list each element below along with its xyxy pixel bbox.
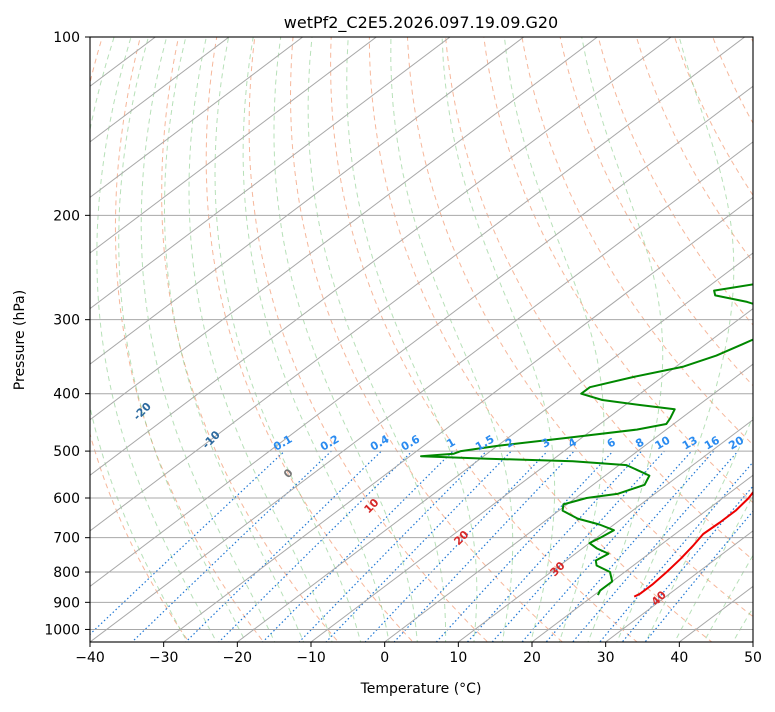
- y-tick-label: 200: [53, 208, 80, 224]
- y-tick-label: 400: [53, 387, 80, 403]
- x-tick-label: −20: [223, 650, 253, 666]
- y-tick-label: 700: [53, 531, 80, 547]
- x-axis-label: Temperature (°C): [360, 681, 482, 697]
- x-tick-label: −30: [149, 650, 179, 666]
- y-tick-label: 600: [53, 491, 80, 507]
- y-tick-label: 100: [53, 30, 80, 46]
- y-tick-label: 500: [53, 444, 80, 460]
- y-axis-label: Pressure (hPa): [12, 290, 28, 390]
- x-tick-label: 20: [523, 650, 541, 666]
- x-tick-label: 50: [744, 650, 762, 666]
- x-tick-label: 30: [597, 650, 615, 666]
- x-tick-label: 0: [380, 650, 389, 666]
- y-tick-label: 300: [53, 313, 80, 329]
- y-tick-label: 1000: [44, 622, 80, 638]
- x-tick-label: −10: [296, 650, 326, 666]
- x-tick-label: 10: [449, 650, 467, 666]
- y-tick-label: 800: [53, 565, 80, 581]
- x-tick-label: −40: [75, 650, 105, 666]
- chart-title: wetPf2_C2E5.2026.097.19.09.G20: [284, 13, 558, 33]
- x-tick-label: 40: [670, 650, 688, 666]
- y-tick-label: 900: [53, 595, 80, 611]
